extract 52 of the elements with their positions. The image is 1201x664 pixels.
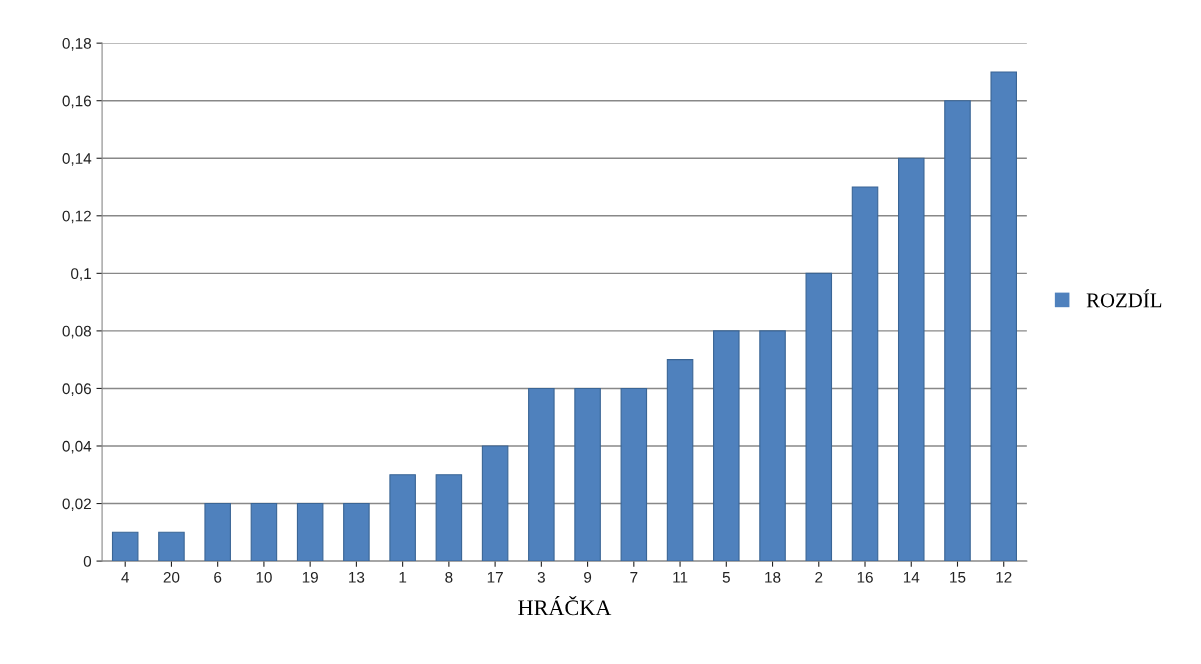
bar: [250, 502, 278, 562]
x-tick-label: 20: [163, 571, 180, 583]
bar: [713, 330, 740, 562]
x-tick-label: 6: [214, 571, 222, 583]
y-tick-label: 0,06: [62, 383, 91, 396]
bar: [574, 387, 601, 562]
bar: [851, 186, 879, 562]
x-tick-label: 19: [302, 571, 318, 583]
y-tick-label: 0,12: [62, 210, 91, 224]
x-tick-label: 1: [399, 572, 407, 583]
bar: [528, 387, 555, 562]
bar: [805, 272, 833, 562]
x-tick-label: 14: [903, 572, 920, 583]
legend-label: ROZDÍL: [1086, 289, 1162, 308]
bar: [990, 71, 1018, 562]
x-tick-label: 4: [121, 572, 130, 583]
y-tick-label: 0,04: [62, 440, 92, 454]
bar: [897, 157, 925, 562]
y-tick-label: 0,02: [62, 498, 91, 512]
bar: [435, 474, 463, 562]
x-tick-label: 17: [487, 572, 503, 583]
x-tick-label: 9: [584, 571, 592, 583]
y-tick-label: 0,1: [71, 268, 91, 281]
bar: [296, 502, 324, 562]
bar: [343, 502, 370, 562]
x-tick-label: 2: [815, 571, 823, 583]
bar: [111, 531, 139, 562]
x-tick-label: 3: [537, 571, 545, 583]
y-tick-label: 0,18: [62, 38, 92, 51]
bar: [389, 474, 416, 562]
x-tick-label: 13: [349, 571, 365, 583]
x-tick-label: 18: [765, 571, 781, 583]
x-tick-label: 7: [630, 572, 638, 583]
bar: [759, 330, 786, 562]
x-tick-label: 5: [722, 572, 730, 583]
bar: [620, 387, 648, 562]
x-tick-label: 8: [445, 571, 453, 583]
bar: [666, 359, 694, 562]
x-tick-label: 11: [673, 572, 688, 583]
bar: [944, 100, 971, 562]
x-tick-label: 15: [950, 572, 966, 583]
y-tick-label: 0,16: [62, 95, 91, 109]
y-tick-label: 0,14: [62, 153, 92, 166]
bar: [158, 531, 185, 562]
bar: [481, 445, 509, 562]
x-axis-title: HRÁČKA: [518, 596, 612, 616]
x-tick-label: 16: [857, 571, 873, 583]
y-tick-label: 0: [83, 555, 92, 567]
bar: [204, 502, 231, 562]
y-tick-label: 0,08: [62, 325, 92, 339]
x-tick-label: 10: [256, 571, 272, 583]
x-tick-label: 12: [996, 571, 1012, 583]
